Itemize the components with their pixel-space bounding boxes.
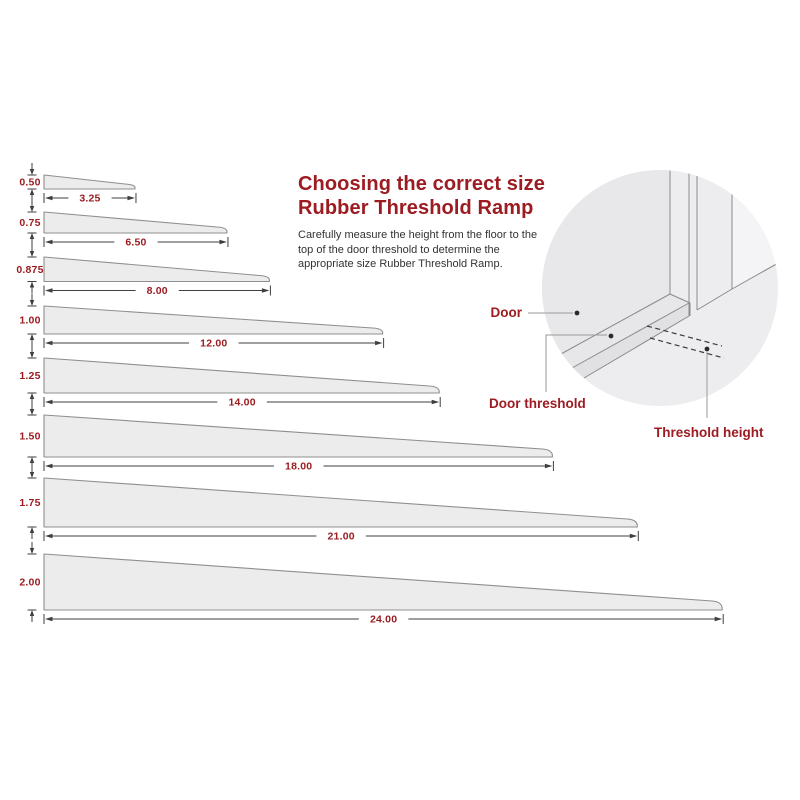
threshold-height-label: Threshold height xyxy=(654,425,764,440)
threshold-bottom-dashed-line xyxy=(649,337,725,359)
ramp-width-label: 21.00 xyxy=(328,531,355,543)
page-description: Carefully measure the height from the fl… xyxy=(298,228,537,272)
door-label: Door xyxy=(490,305,523,320)
ramp-height-label: 1.50 xyxy=(19,431,40,443)
ramp-width-label: 18.00 xyxy=(285,461,312,473)
ramp-row: 2.00 24.00 xyxy=(19,542,724,626)
ramp-height-label: 0.875 xyxy=(16,264,43,276)
ramp-shape xyxy=(43,477,638,528)
door-threshold-leader-line xyxy=(545,334,607,392)
ramp-height-label: 0.50 xyxy=(19,177,40,189)
ramp-height-label: 0.75 xyxy=(19,217,40,229)
ramp-width-label: 8.00 xyxy=(147,285,168,297)
ramp-shape xyxy=(43,211,228,234)
ramp-height-label: 1.75 xyxy=(19,497,40,509)
door-threshold-label: Door threshold xyxy=(489,396,586,411)
ramp-height-label: 2.00 xyxy=(19,577,40,589)
ramp-width-label: 3.25 xyxy=(79,193,100,205)
ramp-width-label: 12.00 xyxy=(200,338,227,350)
ramp-row: 1.00 12.00 xyxy=(19,294,385,350)
page-title-line1: Choosing the correct size xyxy=(298,173,545,195)
ramp-shape xyxy=(43,357,440,394)
ramp-shape xyxy=(43,174,136,190)
ramp-row: 1.50 18.00 xyxy=(19,403,554,473)
ramp-row: 1.75 21.00 xyxy=(19,466,639,543)
ramp-row: 0.50 3.25 xyxy=(19,163,137,205)
ramp-width-label: 14.00 xyxy=(228,397,255,409)
ramp-height-label: 1.25 xyxy=(19,370,40,382)
threshold-top-dashed-line xyxy=(646,325,723,347)
description-line1: Carefully measure the height from the fl… xyxy=(298,229,538,241)
page-title-line2: Rubber Threshold Ramp xyxy=(298,197,534,219)
ramp-row: 1.25 14.00 xyxy=(19,346,441,409)
door-leader-dot xyxy=(574,310,580,316)
ramp-shape xyxy=(43,305,384,335)
description-line3: appropriate size Rubber Threshold Ramp. xyxy=(298,258,503,270)
description-line2: top of the door threshold to determine t… xyxy=(298,243,500,256)
ramp-shape xyxy=(43,414,553,458)
ramp-height-label: 1.00 xyxy=(19,315,40,327)
ramp-width-label: 6.50 xyxy=(125,237,146,249)
door-threshold-illustration xyxy=(528,170,778,418)
ramp-shape xyxy=(43,553,723,611)
ramp-shape xyxy=(43,256,270,283)
ramp-row: 0.875 8.00 xyxy=(16,245,271,297)
page-title: Choosing the correct size Rubber Thresho… xyxy=(298,172,545,220)
ramp-width-label: 24.00 xyxy=(370,614,397,626)
threshold-height-leader-dot xyxy=(704,346,710,352)
ramp-row: 0.75 6.50 xyxy=(19,200,229,249)
door-threshold-leader-dot xyxy=(608,333,614,339)
